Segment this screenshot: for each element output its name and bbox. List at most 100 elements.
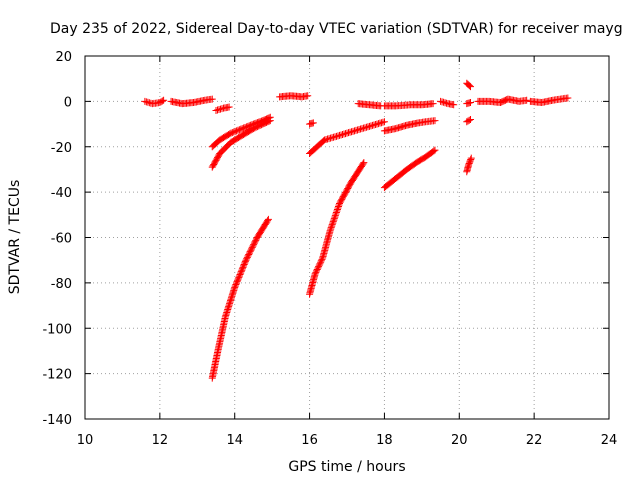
- x-tick-label: 18: [376, 433, 393, 448]
- data-point: [466, 82, 474, 90]
- data-point: [333, 206, 341, 214]
- series-arc-1: [141, 96, 168, 108]
- data-point: [252, 236, 260, 244]
- x-tick-label: 20: [451, 433, 468, 448]
- data-point: [467, 99, 475, 107]
- data-point: [326, 227, 334, 235]
- data-point: [316, 260, 324, 268]
- y-tick-label: -100: [42, 322, 72, 337]
- data-point: [328, 222, 336, 230]
- y-tick-label: -120: [42, 368, 72, 383]
- data-point: [264, 217, 272, 225]
- data-point: [160, 96, 168, 104]
- series-arc-15: [437, 97, 458, 109]
- data-point: [467, 83, 475, 91]
- data-point: [236, 271, 244, 279]
- data-point: [327, 225, 335, 233]
- data-point: [246, 248, 254, 256]
- data-point: [264, 215, 272, 223]
- data-point: [315, 263, 323, 271]
- series-arc-21: [526, 94, 572, 107]
- data-point: [245, 251, 253, 259]
- data-point: [233, 278, 241, 286]
- y-tick-label: -140: [42, 413, 72, 428]
- series-arc-12: [380, 100, 437, 110]
- grid: [85, 56, 609, 419]
- data-point: [234, 276, 242, 284]
- x-tick-label: 16: [301, 433, 318, 448]
- plot-area: [141, 79, 572, 382]
- data-point: [334, 202, 342, 210]
- x-axis-label: GPS time / hours: [288, 459, 405, 475]
- data-point: [250, 241, 258, 249]
- series-arc-6: [208, 215, 272, 382]
- data-point: [240, 260, 248, 268]
- data-point: [243, 255, 251, 263]
- data-point: [242, 256, 250, 264]
- data-point: [329, 219, 337, 227]
- data-point: [523, 96, 531, 104]
- data-point: [465, 116, 473, 124]
- tick-labels: 10 12 14 16 18 20 22 24 -140 -120 -100 -80 -60 -40 -20…: [42, 50, 617, 448]
- y-tick-label: -40: [51, 186, 72, 201]
- y-tick-label: -60: [51, 232, 72, 247]
- data-point: [158, 97, 166, 105]
- data-point: [313, 267, 321, 275]
- data-point: [238, 266, 246, 274]
- y-tick-label: -80: [51, 277, 72, 292]
- series-arc-4: [208, 113, 274, 151]
- data-point: [330, 216, 338, 224]
- y-axis-label: SDTVAR / TECUs: [7, 180, 23, 295]
- data-point: [467, 116, 475, 124]
- series-arc-8: [306, 119, 317, 128]
- data-point: [431, 117, 439, 125]
- data-point: [208, 95, 216, 103]
- ticks: [84, 55, 610, 420]
- chart-title: Day 235 of 2022, Sidereal Day-to-day VTE…: [50, 21, 623, 37]
- series-arc-19: [463, 154, 475, 176]
- data-point: [318, 255, 326, 263]
- data-point: [331, 212, 339, 220]
- data-point: [317, 258, 325, 266]
- data-point: [231, 282, 239, 290]
- data-point: [249, 242, 257, 250]
- data-point: [251, 238, 259, 246]
- data-point: [467, 155, 475, 163]
- data-point: [332, 209, 340, 217]
- data-point: [335, 201, 343, 209]
- data-point: [330, 215, 338, 223]
- series-arc-10: [306, 159, 368, 298]
- data-point: [314, 264, 322, 272]
- data-point: [237, 268, 245, 276]
- data-point: [429, 100, 437, 108]
- data-point: [467, 154, 475, 162]
- x-tick-label: 14: [226, 433, 243, 448]
- data-point: [450, 101, 458, 109]
- plot-frame: [84, 55, 610, 420]
- data-point: [244, 252, 252, 260]
- data-point: [327, 224, 335, 232]
- data-point: [312, 268, 320, 276]
- data-point: [359, 160, 367, 168]
- data-point: [241, 259, 249, 267]
- data-point: [225, 103, 233, 111]
- series-arc-7: [276, 92, 312, 101]
- series-arc-11: [354, 100, 385, 110]
- series-arc-5: [208, 117, 274, 171]
- x-tick-label: 12: [152, 433, 169, 448]
- data-point: [240, 262, 248, 270]
- data-point: [239, 263, 247, 271]
- data-point: [329, 218, 337, 226]
- series-arc-13: [380, 117, 439, 135]
- data-point: [234, 275, 242, 283]
- data-point: [248, 245, 256, 253]
- data-point: [232, 279, 240, 287]
- series-arc-16: [463, 79, 475, 91]
- data-point: [311, 270, 319, 278]
- data-point: [317, 257, 325, 265]
- data-point: [430, 147, 438, 155]
- data-point: [247, 246, 255, 254]
- data-point: [304, 92, 312, 100]
- data-point: [232, 281, 240, 289]
- data-point: [360, 159, 368, 167]
